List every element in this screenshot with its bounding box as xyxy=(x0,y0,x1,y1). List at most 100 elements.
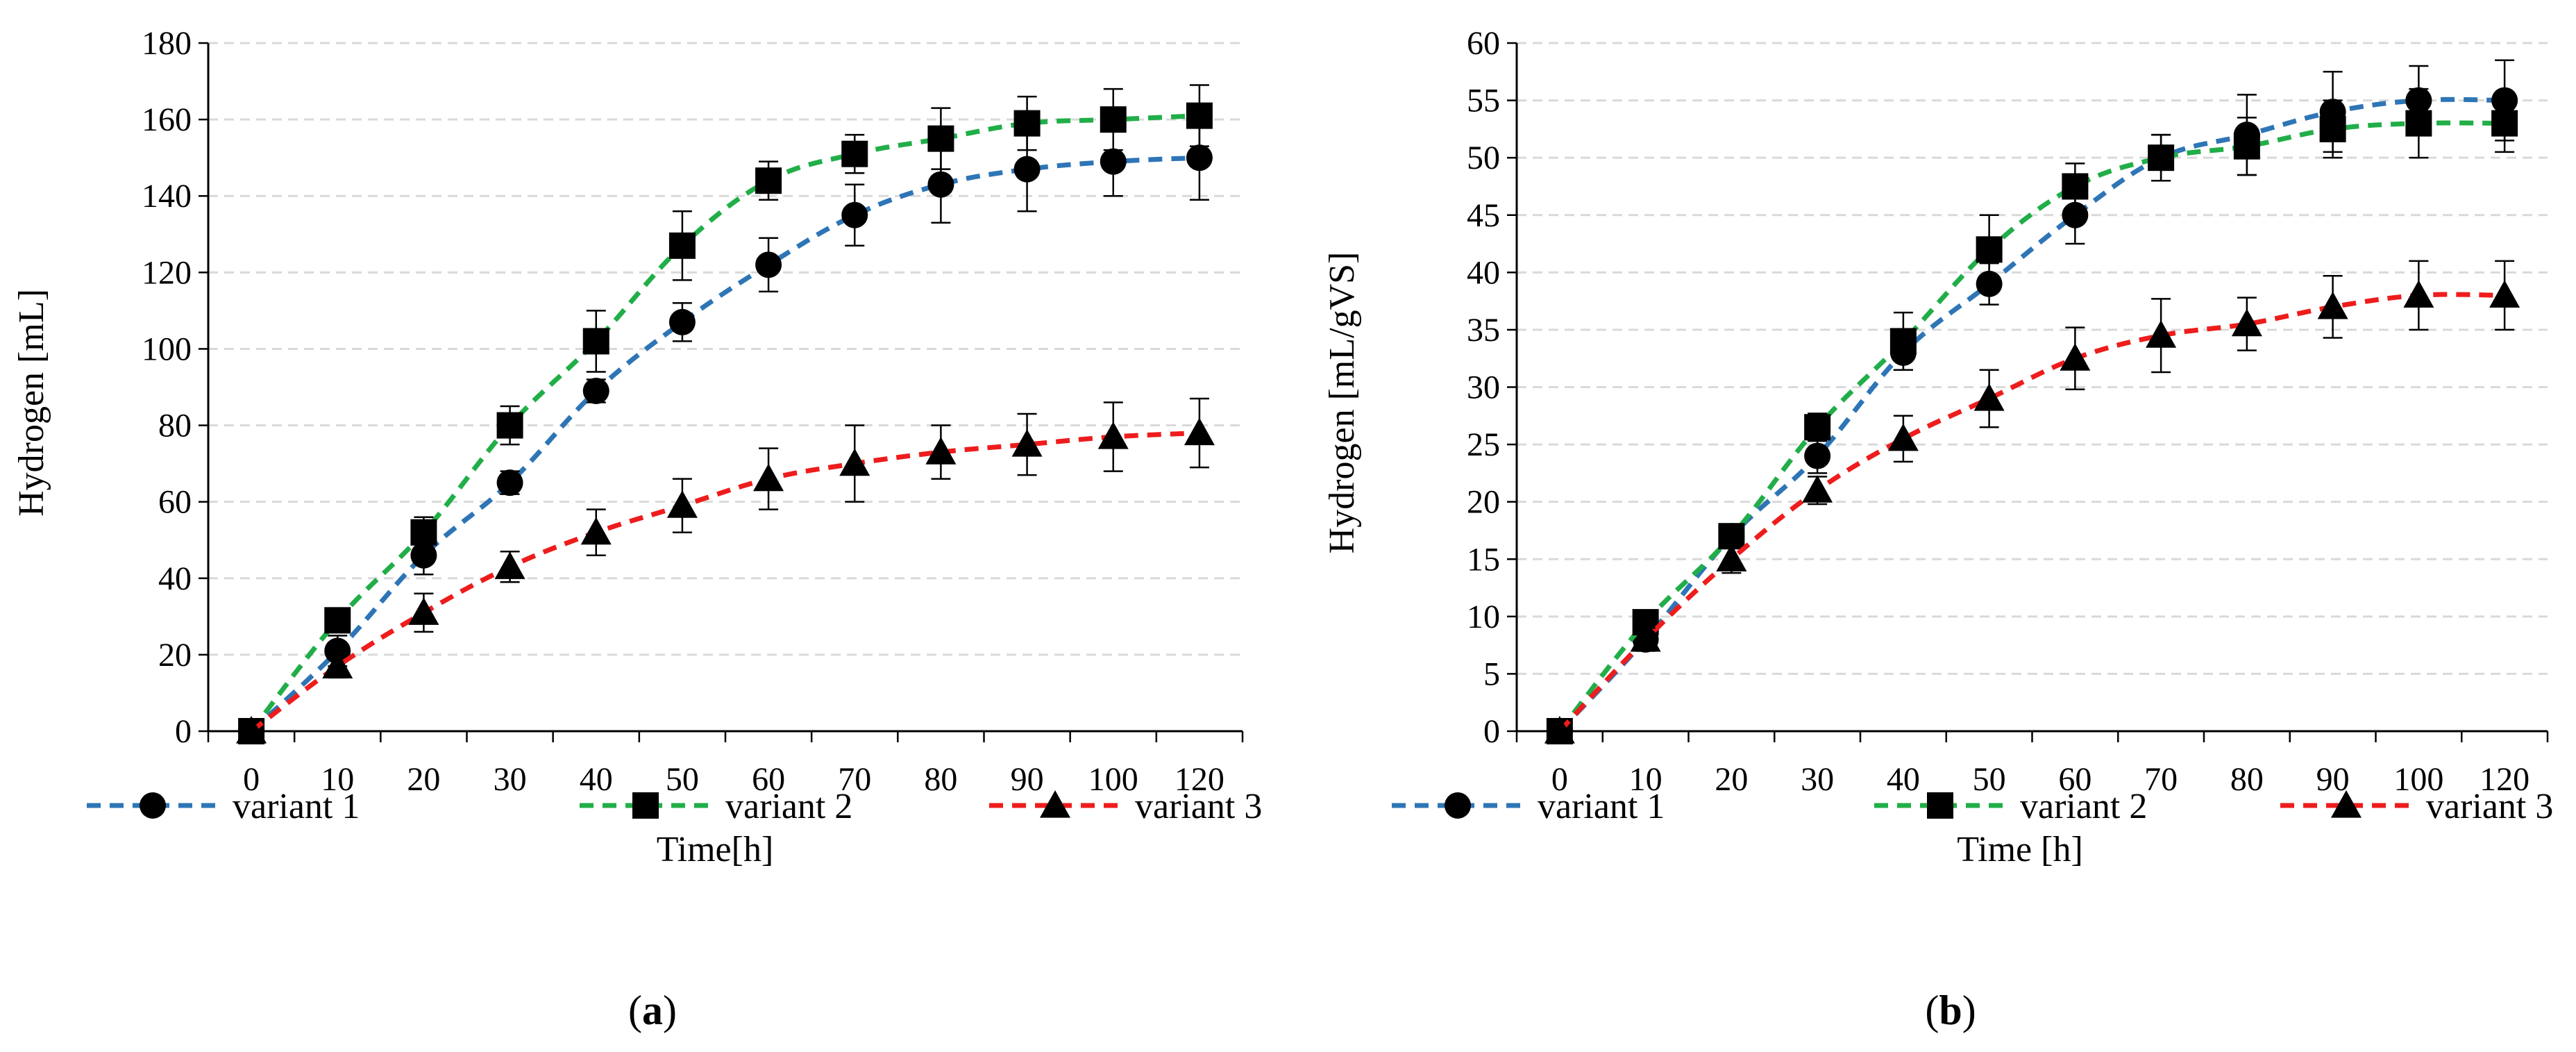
y-tick-label: 55 xyxy=(1467,83,1500,119)
data-point-triangle xyxy=(1184,417,1215,446)
legend-marker-square xyxy=(1927,792,1953,819)
data-point-circle xyxy=(496,469,523,496)
y-tick-label: 30 xyxy=(1467,369,1500,406)
data-point-square xyxy=(2491,110,2518,137)
panel-letter: b xyxy=(1939,987,1962,1033)
y-tick-label: 140 xyxy=(142,178,192,215)
data-point-triangle xyxy=(925,437,957,465)
legend-item: variant 1 xyxy=(1392,787,1665,826)
y-tick-label: 120 xyxy=(142,254,192,291)
x-tick-label: 30 xyxy=(494,761,527,798)
axes xyxy=(199,42,1244,742)
data-point-square xyxy=(2319,115,2346,142)
data-point-square xyxy=(1186,102,1213,129)
legend-label: variant 3 xyxy=(1135,787,1262,826)
y-tick-label: 25 xyxy=(1467,426,1500,463)
data-point-triangle xyxy=(2146,320,2177,348)
series-line xyxy=(249,155,1200,733)
series-variant-2 xyxy=(1546,87,2518,744)
y-tick-label: 160 xyxy=(142,101,192,138)
legend-label: variant 1 xyxy=(233,787,360,826)
x-tick-label: 120 xyxy=(2480,761,2529,798)
x-tick-label: 120 xyxy=(1175,761,1224,798)
series-variant-2 xyxy=(238,84,1213,744)
x-tick-label: 90 xyxy=(2316,761,2350,798)
legend-label: variant 2 xyxy=(2020,787,2147,826)
x-tick-label: 70 xyxy=(838,761,871,798)
y-tick-label: 35 xyxy=(1467,312,1500,349)
legend-item: variant 3 xyxy=(989,787,1262,826)
y-tick-label: 20 xyxy=(158,637,192,674)
x-tick-label: 80 xyxy=(924,761,957,798)
legend-item: variant 1 xyxy=(87,787,360,826)
y-tick-label: 0 xyxy=(1483,713,1500,750)
x-axis-title: Time[h] xyxy=(657,830,774,869)
data-point-square xyxy=(324,607,351,634)
data-point-triangle xyxy=(236,716,267,744)
y-axis-title: Hydrogen [mL/gVS] xyxy=(1322,252,1362,554)
data-point-square xyxy=(2233,133,2260,160)
y-tick-label: 40 xyxy=(158,560,192,597)
data-point-triangle xyxy=(2403,280,2434,308)
data-point-square xyxy=(410,519,437,546)
legend-label: variant 2 xyxy=(725,787,852,826)
data-point-square xyxy=(1976,236,2003,263)
y-tick-label: 100 xyxy=(142,331,192,367)
gridlines xyxy=(1517,42,2548,675)
panel-label: (a) xyxy=(628,987,677,1033)
legend-label: variant 3 xyxy=(2426,787,2553,826)
data-point-triangle xyxy=(753,463,784,492)
series-line xyxy=(249,431,1200,733)
data-point-triangle xyxy=(322,651,353,679)
y-tick-label: 60 xyxy=(1467,25,1500,62)
x-tick-label: 40 xyxy=(580,761,613,798)
x-tick-label: 0 xyxy=(243,761,260,798)
series-line xyxy=(1558,97,2505,733)
x-tick-label: 20 xyxy=(407,761,440,798)
y-tick-label: 45 xyxy=(1467,197,1500,234)
series-line xyxy=(249,113,1200,733)
data-point-triangle xyxy=(1011,429,1043,457)
x-tick-label: 40 xyxy=(1887,761,1920,798)
data-point-square xyxy=(927,125,954,152)
data-point-triangle xyxy=(2489,280,2520,308)
legend: variant 1 variant 2 variant 3 xyxy=(1392,787,2553,826)
series-line xyxy=(1558,292,2505,733)
data-point-triangle xyxy=(666,490,698,518)
y-tick-label: 0 xyxy=(175,713,192,750)
data-point-square xyxy=(668,232,696,259)
data-point-square xyxy=(1100,106,1127,133)
series-group xyxy=(1544,59,2520,744)
data-point-triangle xyxy=(2060,343,2091,371)
y-tick-label: 50 xyxy=(1467,140,1500,176)
data-point-circle xyxy=(324,637,351,665)
x-tick-label: 100 xyxy=(1088,761,1138,798)
data-point-circle xyxy=(1013,156,1041,183)
data-point-triangle xyxy=(1097,421,1129,449)
x-tick-label: 60 xyxy=(2058,761,2091,798)
panel-letter: a xyxy=(642,987,663,1033)
data-point-circle xyxy=(582,378,609,405)
chart-panel-a: 0 20 40 60 80 100 120 140 160 180 0 10 20 30 40 50 60 70 8… xyxy=(12,25,1262,1033)
legend-item: variant 2 xyxy=(580,787,852,826)
series-group xyxy=(236,84,1215,744)
series-variant-3 xyxy=(236,397,1215,744)
tick-labels: 0 5 10 15 20 25 30 35 40 45 50 55 60 0 10 20 30 40 50 60 70 8… xyxy=(1467,25,2529,798)
data-point-square xyxy=(496,412,523,439)
x-tick-label: 90 xyxy=(1011,761,1044,798)
data-point-triangle xyxy=(2231,308,2262,337)
x-tick-label: 100 xyxy=(2393,761,2443,798)
data-point-square xyxy=(755,167,782,194)
data-point-triangle xyxy=(1887,423,1919,451)
data-point-triangle xyxy=(1630,624,1661,652)
data-point-triangle xyxy=(494,551,525,579)
series-variant-1 xyxy=(1546,59,2518,744)
x-tick-label: 50 xyxy=(1973,761,2006,798)
legend-marker-square xyxy=(632,792,659,819)
legend-marker-triangle xyxy=(2331,790,2362,818)
x-tick-label: 80 xyxy=(2230,761,2264,798)
data-point-square xyxy=(841,140,868,167)
data-point-circle xyxy=(841,201,868,228)
y-tick-label: 5 xyxy=(1483,656,1500,692)
